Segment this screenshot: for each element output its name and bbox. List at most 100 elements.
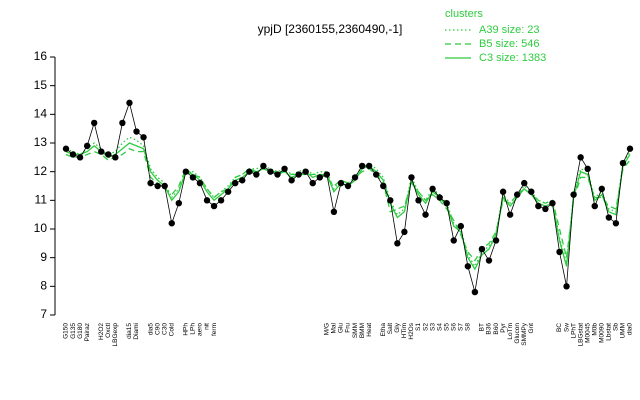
data-point	[478, 245, 486, 253]
data-point	[260, 162, 267, 170]
data-point	[605, 214, 613, 221]
data-point	[253, 171, 260, 178]
data-point	[373, 171, 380, 178]
x-tick-label: LBGstat	[577, 323, 584, 347]
x-tick-label: S5	[443, 323, 450, 331]
x-tick-label: G180	[77, 323, 84, 339]
data-point	[309, 179, 316, 187]
x-tick-label: Fru	[345, 323, 352, 333]
x-tick-label: aero	[197, 323, 204, 336]
x-tick-label: dia15	[126, 323, 133, 339]
x-tick-label: M0b	[591, 323, 598, 336]
data-point	[323, 171, 331, 178]
x-tick-label: Sw	[563, 323, 570, 332]
data-point	[457, 222, 464, 230]
x-tick-label: LoTm	[507, 323, 514, 340]
data-point	[196, 179, 204, 187]
data-point	[450, 237, 457, 244]
x-tick-label: M0045	[584, 323, 591, 343]
data-point	[415, 197, 422, 204]
x-tick-label: LPh	[190, 323, 197, 335]
y-tick-label: 16	[34, 49, 48, 63]
y-tick-label: 7	[40, 307, 47, 321]
x-tick-label: Pairaz	[84, 323, 91, 341]
data-point	[168, 220, 175, 227]
data-point	[514, 191, 521, 198]
x-tick-label: SMM	[352, 323, 359, 338]
x-tick-label: LPhT	[570, 323, 577, 339]
data-point	[492, 237, 500, 244]
data-point	[295, 171, 302, 178]
x-tick-label: Gly	[394, 322, 401, 333]
x-tick-label: ferm	[211, 323, 218, 336]
x-tick-label: Mal	[331, 322, 338, 333]
data-point	[189, 174, 197, 181]
chart-title: ypjD [2360155,2360490,-1]	[258, 22, 403, 36]
data-point	[330, 208, 338, 215]
data-point	[182, 168, 190, 175]
x-tick-label: BT	[479, 323, 486, 331]
data-point	[224, 188, 232, 195]
x-tick-label: S1	[415, 323, 422, 331]
legend-label: C3 size: 1383	[479, 52, 546, 64]
x-tick-label: HTim	[401, 323, 408, 338]
legend-label: A39 size: 23	[479, 24, 540, 36]
x-tick-label: Etha	[380, 323, 387, 337]
data-point	[288, 177, 295, 184]
data-point	[112, 154, 119, 161]
data-point	[154, 182, 161, 190]
y-tick-label: 10	[34, 221, 48, 235]
data-point	[316, 174, 323, 181]
x-tick-label: nit	[204, 323, 211, 330]
data-point	[429, 185, 436, 193]
x-tick-label: Lbstat	[606, 323, 613, 341]
data-point	[387, 197, 394, 204]
x-tick-label: Diami	[133, 323, 140, 340]
x-tick-label: Cold	[168, 323, 175, 337]
data-point	[210, 202, 218, 210]
data-point	[274, 171, 281, 178]
x-tick-label: dia0	[627, 323, 634, 336]
x-tick-label: B36	[486, 323, 493, 335]
data-point	[591, 202, 598, 210]
data-point	[62, 145, 70, 152]
data-point	[351, 174, 359, 181]
data-point	[147, 179, 154, 187]
data-point	[344, 182, 352, 190]
x-tick-label: Salt	[387, 323, 394, 334]
data-point	[98, 148, 105, 155]
y-tick-label: 13	[34, 135, 48, 149]
data-point	[535, 202, 542, 210]
data-point	[380, 182, 387, 190]
y-tick-label: 11	[35, 193, 48, 207]
x-tick-label: Glucon	[514, 323, 521, 344]
data-point	[76, 154, 84, 161]
data-point	[570, 191, 577, 198]
legend-label: B5 size: 546	[479, 38, 540, 50]
data-point	[140, 134, 147, 141]
x-tick-label: M/G	[324, 323, 331, 335]
x-tick-label: Gnt	[528, 323, 535, 334]
data-point	[337, 179, 345, 187]
y-tick-label: 15	[34, 78, 48, 92]
data-point	[105, 151, 112, 158]
data-point	[365, 162, 373, 170]
legend-title: clusters	[445, 8, 483, 20]
data-point	[302, 168, 309, 175]
y-tick-label: 14	[34, 107, 48, 121]
data-point	[521, 179, 528, 187]
x-tick-label: dia5	[147, 323, 154, 336]
x-tick-label: B60	[493, 323, 500, 335]
data-point	[598, 185, 605, 193]
x-tick-label: S8	[465, 323, 472, 331]
data-point	[83, 142, 91, 150]
x-tick-label: H2O2	[98, 323, 105, 340]
data-point	[528, 188, 535, 195]
data-point	[246, 168, 253, 175]
data-point	[217, 197, 225, 204]
data-point	[436, 194, 443, 201]
data-point	[358, 162, 366, 170]
data-point	[422, 211, 429, 218]
x-tick-label: Glu	[338, 323, 345, 334]
data-point	[506, 211, 514, 218]
